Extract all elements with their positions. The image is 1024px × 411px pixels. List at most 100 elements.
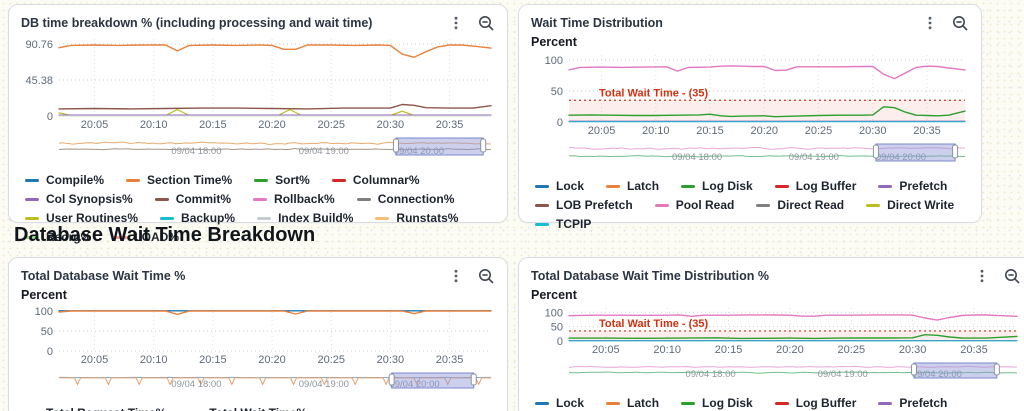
timeline-minimap[interactable]: 09/04 18:00 09/04 19:00 09/04 20:00: [21, 372, 495, 399]
minimap-selection[interactable]: [913, 362, 998, 379]
y-tick-label: 50: [41, 326, 53, 338]
legend-item-lock[interactable]: Lock: [535, 396, 584, 410]
legend-label: Reorg%: [46, 230, 92, 244]
legend-label: Connection%: [377, 192, 455, 206]
chart-area[interactable]: 100 50 0 20:05 20:10 20:15 20:20 20:25 20:30 20:3…: [21, 302, 495, 371]
minimap-selection[interactable]: [391, 372, 475, 389]
minimap-selection[interactable]: [395, 137, 484, 156]
minimap-handle-right[interactable]: [470, 373, 477, 386]
legend-label: Lock: [556, 179, 585, 193]
legend-item-prefetch[interactable]: Prefetch: [878, 179, 947, 193]
minimap-handle-left[interactable]: [910, 363, 917, 376]
minimap-date-label: 09/04 19:00: [299, 146, 349, 157]
legend-label: Log Buffer: [795, 396, 857, 410]
legend-swatch: [878, 184, 893, 188]
x-tick-label: 20:10: [642, 125, 670, 137]
legend-item-lob-prefetch[interactable]: LOB Prefetch: [535, 198, 633, 212]
legend-item-total-wait-time-[interactable]: Total Wait Time%: [188, 406, 307, 411]
y-tick-label: 0: [47, 346, 53, 358]
chart-svg: 100 50 0 Total Wait Time - (35) 20:05 20:10 20…: [545, 307, 1018, 356]
panel-header: Total Database Wait Time %: [21, 266, 495, 286]
legend-item-rollback-[interactable]: Rollback%: [253, 192, 335, 206]
legend-label: Index Build%: [278, 211, 354, 225]
legend-item-latch[interactable]: Latch: [606, 179, 659, 193]
timeline-minimap[interactable]: 09/04 18:00 09/04 19:00 09/04 20:00: [21, 137, 495, 166]
x-tick-label: 20:15: [199, 354, 227, 366]
legend-swatch: [878, 401, 893, 405]
kebab-menu-icon[interactable]: [921, 14, 939, 32]
panel-header: Total Database Wait Time Distribution %: [531, 266, 1021, 286]
kebab-menu-icon[interactable]: [447, 267, 465, 285]
legend-item-log-buffer[interactable]: Log Buffer: [774, 179, 856, 193]
legend-swatch: [154, 197, 169, 201]
chart-area[interactable]: 100 50 0 Total Wait Time - (35) 20:05 20:10 20…: [531, 302, 1021, 361]
section-heading: Database Wait Time Breakdown: [14, 224, 316, 246]
legend-item-direct-read[interactable]: Direct Read: [756, 198, 844, 212]
legend-item-index-build-[interactable]: Index Build%: [257, 211, 353, 225]
legend-item-backup-[interactable]: Backup%: [160, 211, 235, 225]
legend-swatch: [535, 184, 549, 188]
timeline-minimap[interactable]: 09/04 18:00 09/04 19:00 09/04 20:00: [531, 143, 969, 172]
zoom-out-icon[interactable]: [477, 267, 495, 285]
legend-item-direct-write[interactable]: Direct Write: [866, 198, 954, 212]
legend-label: Runstats%: [396, 211, 459, 225]
legend-item-latch[interactable]: Latch: [606, 396, 659, 410]
minimap-series-line: [58, 141, 492, 145]
legend-item-total-request-time-[interactable]: Total Request Time%: [25, 406, 166, 411]
minimap-series-line: [568, 365, 1018, 368]
panel-db-time-breakdown: DB time breakdown % (including processin…: [8, 4, 508, 244]
y-axis-label: Percent: [531, 288, 577, 302]
legend-item-reorg-[interactable]: Reorg%: [25, 230, 91, 244]
legend-item-log-disk[interactable]: Log Disk: [681, 396, 753, 410]
legend-item-prefetch[interactable]: Prefetch: [878, 396, 947, 410]
legend-item-col-synopsis-[interactable]: Col Synopsis%: [25, 192, 133, 206]
kebab-menu-icon[interactable]: [973, 267, 991, 285]
zoom-out-icon[interactable]: [477, 14, 495, 32]
y-tick-label: 0: [557, 117, 563, 129]
legend-item-connection-[interactable]: Connection%: [356, 192, 455, 206]
legend-item-section-time-[interactable]: Section Time%: [126, 173, 232, 187]
legend-item-runstats-[interactable]: Runstats%: [375, 211, 458, 225]
zoom-out-icon[interactable]: [951, 14, 969, 32]
chart-area[interactable]: 100 50 0 Total Wait Time - (35) 20:05 20:10 20…: [531, 49, 969, 142]
kebab-menu-icon[interactable]: [447, 14, 465, 32]
legend-item-commit-[interactable]: Commit%: [154, 192, 232, 206]
legend-item-columnar-[interactable]: Columnar%: [331, 173, 420, 187]
y-tick-label: 45.38: [25, 75, 53, 87]
legend-item-compile-[interactable]: Compile%: [25, 173, 104, 187]
legend-item-pool-read[interactable]: Pool Read: [654, 198, 734, 212]
minimap-handle-left[interactable]: [388, 373, 395, 386]
y-tick-label: 90.76: [25, 39, 53, 51]
timeline-minimap[interactable]: 09/04 18:00 09/04 19:00 09/04 20:00: [531, 362, 1021, 389]
chart-svg: 100 50 0 20:05 20:10 20:15 20:20 20:25 20:30 20:3…: [35, 306, 492, 366]
x-tick-label: 20:20: [258, 354, 286, 366]
x-tick-label: 20:25: [838, 344, 866, 356]
legend-item-sort-[interactable]: Sort%: [254, 173, 310, 187]
legend-label: Total Request Time%: [46, 406, 166, 411]
zoom-out-icon[interactable]: [1003, 267, 1021, 285]
minimap-handle-right[interactable]: [993, 363, 1000, 376]
legend-swatch: [535, 222, 549, 226]
legend-label: TCPIP: [556, 217, 592, 231]
legend-item-lock[interactable]: Lock: [535, 179, 584, 193]
minimap-handle-right[interactable]: [480, 138, 487, 153]
minimap-date-label: 09/04 20:00: [389, 379, 439, 390]
legend-item-tcpip[interactable]: TCPIP: [535, 217, 591, 231]
chart-area[interactable]: 90.76 45.38 0 20:05 20:10 20:15 20:20 20:25 20:3…: [21, 33, 495, 136]
minimap-selection[interactable]: [875, 143, 956, 162]
legend-swatch: [113, 235, 128, 239]
legend-item-user-routines-[interactable]: User Routines%: [25, 211, 138, 225]
minimap-handle-left[interactable]: [872, 144, 879, 159]
annotation-label: Total Wait Time - (35): [599, 318, 709, 330]
legend-swatch: [681, 184, 696, 188]
legend-item-load-[interactable]: LOAD%: [113, 230, 179, 244]
legend-label: Commit%: [175, 192, 232, 206]
legend-item-log-disk[interactable]: Log Disk: [681, 179, 753, 193]
panel-title: Wait Time Distribution: [531, 16, 663, 30]
minimap-handle-left[interactable]: [392, 138, 399, 153]
minimap-handle-right[interactable]: [952, 144, 959, 159]
legend-label: LOAD%: [134, 230, 180, 244]
legend-item-log-buffer[interactable]: Log Buffer: [774, 396, 857, 410]
